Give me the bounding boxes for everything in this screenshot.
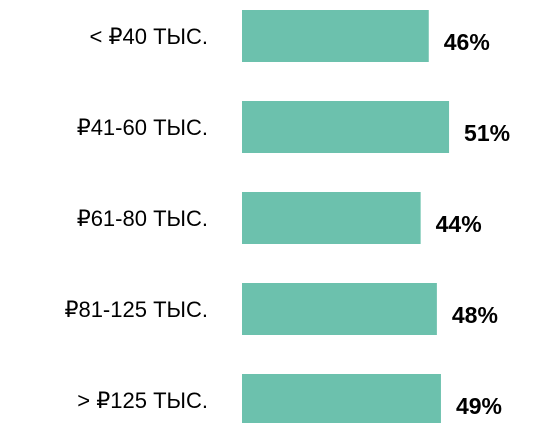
bar [242,192,421,244]
bar [242,10,429,62]
category-label: ₽61-80 ТЫС. [77,206,208,231]
value-label: 51% [464,120,510,146]
category-label: < ₽40 ТЫС. [90,24,208,49]
category-label: ₽41-60 ТЫС. [77,115,208,140]
value-label: 46% [444,29,490,55]
category-label: ₽81-125 ТЫС. [64,297,208,322]
category-label: > ₽125 ТЫС. [77,388,208,413]
value-label: 44% [436,211,482,237]
value-label: 49% [456,393,502,419]
bar [242,101,450,153]
value-label: 48% [452,302,498,328]
bar [242,283,437,335]
bar [242,374,441,423]
